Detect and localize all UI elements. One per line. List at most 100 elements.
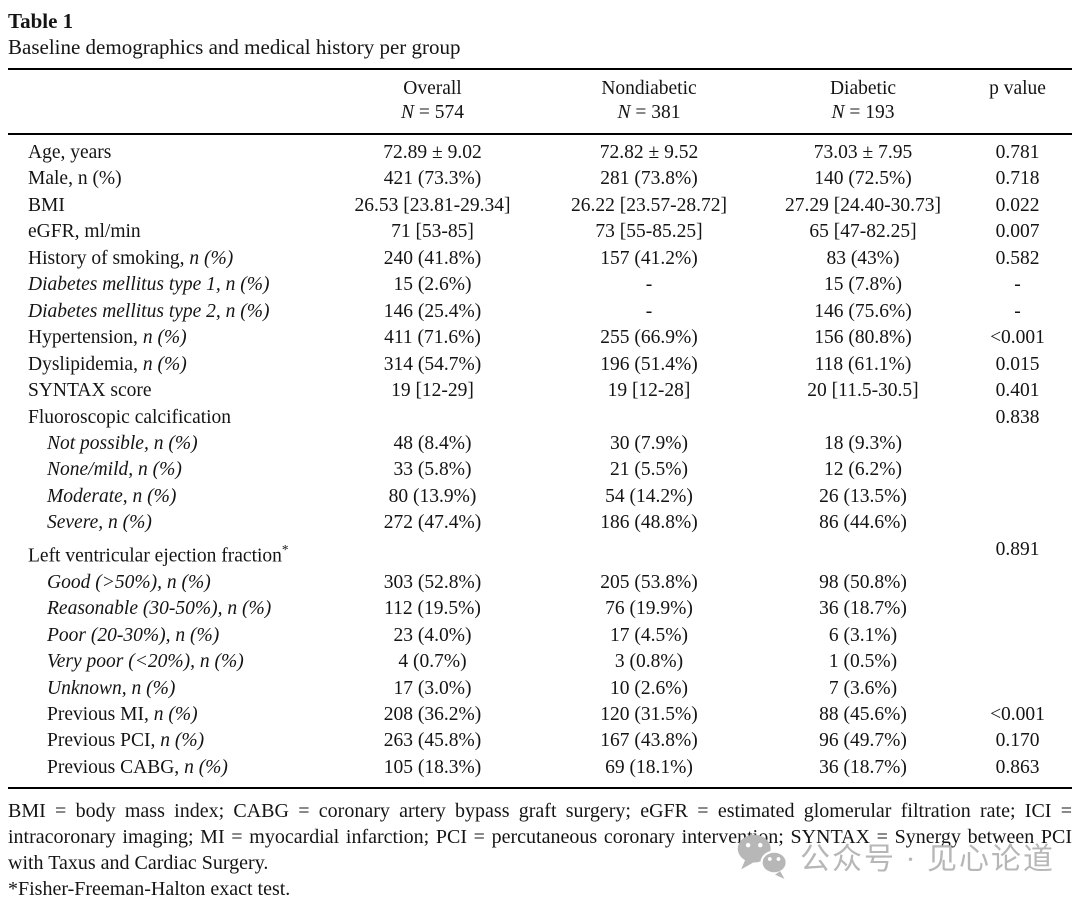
cell-nondiabetic: 73 [55-85.25] [535, 219, 763, 245]
cell-pvalue: 0.863 [963, 755, 1072, 788]
cell-diabetic: 156 (80.8%) [763, 325, 963, 351]
col-header-overall-n: N = 574 [330, 101, 535, 125]
col-header-nondiabetic-n: N = 381 [535, 101, 763, 125]
cell-nondiabetic: 69 (18.1%) [535, 755, 763, 788]
cell-nondiabetic: 19 [12-28] [535, 378, 763, 404]
row-label: Good (>50%), n (%) [8, 570, 330, 596]
cell-pvalue [963, 596, 1072, 622]
table-row: Left ventricular ejection fraction*0.891 [8, 537, 1072, 570]
cell-diabetic: 26 (13.5%) [763, 484, 963, 510]
cell-diabetic: 118 (61.1%) [763, 352, 963, 378]
table-row: Unknown, n (%)17 (3.0%)10 (2.6%)7 (3.6%) [8, 676, 1072, 702]
cell-pvalue: 0.401 [963, 378, 1072, 404]
col-header-overall: Overall N = 574 [330, 69, 535, 134]
cell-pvalue [963, 623, 1072, 649]
col-header-pvalue: p value [963, 69, 1072, 134]
table-row: Diabetes mellitus type 1, n (%)15 (2.6%)… [8, 272, 1072, 298]
table-subtitle: Baseline demographics and medical histor… [8, 34, 1072, 61]
row-label: Age, years [8, 134, 330, 166]
cell-nondiabetic: 54 (14.2%) [535, 484, 763, 510]
cell-overall: 112 (19.5%) [330, 596, 535, 622]
row-label: Severe, n (%) [8, 510, 330, 536]
cell-nondiabetic: 72.82 ± 9.52 [535, 134, 763, 166]
cell-nondiabetic: 281 (73.8%) [535, 166, 763, 192]
row-label: eGFR, ml/min [8, 219, 330, 245]
cell-nondiabetic: 120 (31.5%) [535, 702, 763, 728]
cell-pvalue: 0.022 [963, 193, 1072, 219]
cell-diabetic: 73.03 ± 7.95 [763, 134, 963, 166]
col-header-diabetic-n: N = 193 [763, 101, 963, 125]
cell-diabetic: 86 (44.6%) [763, 510, 963, 536]
cell-pvalue: 0.582 [963, 246, 1072, 272]
cell-overall: 208 (36.2%) [330, 702, 535, 728]
cell-pvalue [963, 510, 1072, 536]
row-label: Hypertension, n (%) [8, 325, 330, 351]
cell-overall: 240 (41.8%) [330, 246, 535, 272]
row-label: Moderate, n (%) [8, 484, 330, 510]
cell-overall: 421 (73.3%) [330, 166, 535, 192]
cell-overall: 23 (4.0%) [330, 623, 535, 649]
cell-nondiabetic: 3 (0.8%) [535, 649, 763, 675]
cell-overall: 80 (13.9%) [330, 484, 535, 510]
n-value: = 574 [419, 102, 464, 123]
table-row: Diabetes mellitus type 2, n (%)146 (25.4… [8, 299, 1072, 325]
row-label: Previous MI, n (%) [8, 702, 330, 728]
cell-pvalue [963, 676, 1072, 702]
cell-diabetic [763, 405, 963, 431]
table-header: Overall N = 574 Nondiabetic N = 381 Diab… [8, 69, 1072, 134]
row-label: Very poor (<20%), n (%) [8, 649, 330, 675]
cell-overall: 263 (45.8%) [330, 728, 535, 754]
cell-pvalue [963, 570, 1072, 596]
cell-nondiabetic: 76 (19.9%) [535, 596, 763, 622]
n-symbol: N [831, 102, 844, 123]
cell-nondiabetic [535, 405, 763, 431]
cell-nondiabetic: 26.22 [23.57-28.72] [535, 193, 763, 219]
cell-nondiabetic: 30 (7.9%) [535, 431, 763, 457]
cell-overall [330, 537, 535, 570]
n-value: = 381 [635, 102, 680, 123]
cell-overall: 314 (54.7%) [330, 352, 535, 378]
cell-diabetic: 1 (0.5%) [763, 649, 963, 675]
row-label: Previous CABG, n (%) [8, 755, 330, 788]
cell-overall: 71 [53-85] [330, 219, 535, 245]
cell-diabetic: 18 (9.3%) [763, 431, 963, 457]
cell-diabetic [763, 537, 963, 570]
table-row: Previous MI, n (%)208 (36.2%)120 (31.5%)… [8, 702, 1072, 728]
cell-pvalue [963, 431, 1072, 457]
table-row: None/mild, n (%)33 (5.8%)21 (5.5%)12 (6.… [8, 457, 1072, 483]
cell-nondiabetic: 255 (66.9%) [535, 325, 763, 351]
col-header-diabetic: Diabetic N = 193 [763, 69, 963, 134]
col-header-empty [8, 69, 330, 134]
row-label: Diabetes mellitus type 1, n (%) [8, 272, 330, 298]
cell-diabetic: 20 [11.5-30.5] [763, 378, 963, 404]
table-title: Table 1 [8, 8, 1072, 34]
row-label: Male, n (%) [8, 166, 330, 192]
table-caption: Table 1 Baseline demographics and medica… [8, 8, 1072, 61]
cell-nondiabetic: - [535, 299, 763, 325]
cell-nondiabetic: 167 (43.8%) [535, 728, 763, 754]
col-header-diabetic-name: Diabetic [763, 77, 963, 101]
cell-overall: 272 (47.4%) [330, 510, 535, 536]
cell-pvalue: 0.891 [963, 537, 1072, 570]
cell-pvalue: <0.001 [963, 702, 1072, 728]
row-label: Reasonable (30-50%), n (%) [8, 596, 330, 622]
table-row: Reasonable (30-50%), n (%)112 (19.5%)76 … [8, 596, 1072, 622]
table-row: Very poor (<20%), n (%)4 (0.7%)3 (0.8%)1… [8, 649, 1072, 675]
row-label: Poor (20-30%), n (%) [8, 623, 330, 649]
cell-diabetic: 65 [47-82.25] [763, 219, 963, 245]
table-row: Poor (20-30%), n (%)23 (4.0%)17 (4.5%)6 … [8, 623, 1072, 649]
cell-diabetic: 146 (75.6%) [763, 299, 963, 325]
table-row: Not possible, n (%)48 (8.4%)30 (7.9%)18 … [8, 431, 1072, 457]
row-label: BMI [8, 193, 330, 219]
cell-pvalue: 0.838 [963, 405, 1072, 431]
n-value: = 193 [849, 102, 894, 123]
row-label: SYNTAX score [8, 378, 330, 404]
cell-nondiabetic: 21 (5.5%) [535, 457, 763, 483]
cell-nondiabetic: 196 (51.4%) [535, 352, 763, 378]
cell-diabetic: 36 (18.7%) [763, 596, 963, 622]
